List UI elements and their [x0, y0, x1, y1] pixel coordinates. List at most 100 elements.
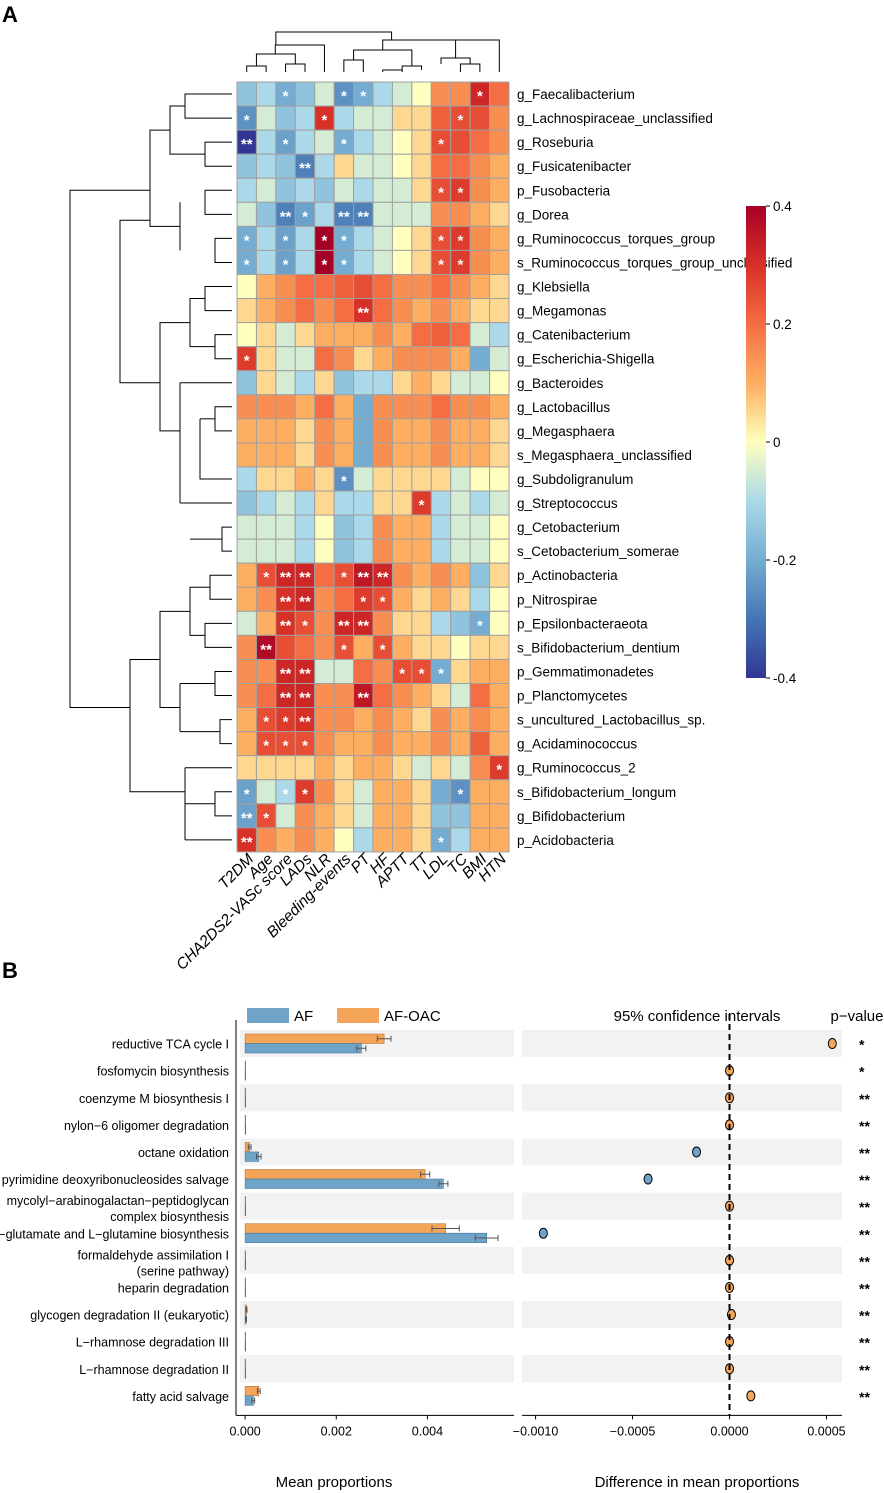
p-value-mark: **: [859, 1199, 870, 1215]
error-bar: [245, 1306, 248, 1313]
error-bar: [356, 1045, 367, 1052]
heatmap-cell: [333, 322, 355, 348]
dendrogram-branch: [255, 53, 296, 66]
row-label-p-acidobacteria: p_Acidobacteria: [517, 833, 614, 848]
heatmap-cell: [430, 634, 452, 660]
dendrogram-branch: [382, 69, 403, 72]
heatmap-cell: [430, 442, 452, 468]
heatmap-cell: [391, 322, 413, 348]
heatmap-cell: [275, 442, 296, 468]
heatmap-cell: [372, 658, 393, 685]
heatmap-cell: [469, 683, 491, 709]
error-bar: [245, 1316, 247, 1323]
heatmap-cell: [353, 370, 374, 396]
heatmap-cell: [353, 658, 374, 685]
bar-af: [244, 1043, 362, 1054]
heatmap-cell: [469, 346, 491, 372]
heatmap-cell: [275, 466, 296, 492]
heatmap-cell: [489, 827, 510, 853]
row-label-g-megasphaera: g_Megasphaera: [517, 424, 615, 439]
significance-mark: *: [244, 256, 250, 273]
row-label-g-lactobacillus: g_Lactobacillus: [517, 400, 610, 415]
heatmap-cell: [411, 129, 432, 155]
error-bar: [251, 1397, 256, 1404]
significance-mark: *: [341, 256, 347, 273]
heatmap-cell: [236, 634, 257, 660]
dendrogram-branch: [129, 658, 185, 793]
heatmap-cell: [391, 418, 413, 444]
heatmap-cell: [372, 466, 393, 492]
significance-mark: **: [338, 617, 350, 634]
heatmap-cell: [333, 803, 355, 829]
p-value-mark: *: [859, 1037, 865, 1053]
significance-mark: **: [280, 665, 292, 682]
heatmap-cell: [469, 707, 491, 733]
heatmap-cell: [411, 105, 432, 131]
significance-mark: *: [302, 786, 308, 803]
heatmap-cell: [391, 105, 413, 131]
dendrogram-branch: [159, 322, 190, 432]
row-label-g-dorea: g_Dorea: [517, 207, 569, 222]
pathway-label-fatty-acid-salvage: fatty acid salvage: [132, 1390, 229, 1404]
heatmap-cell: [469, 322, 491, 348]
heatmap-cell: [450, 707, 471, 733]
heatmap-cell: [372, 81, 393, 107]
heatmap-cell: [489, 249, 510, 275]
row-label-g-ruminococcus-2: g_Ruminococcus_2: [517, 761, 636, 776]
heatmap-cell: [372, 514, 393, 540]
heatmap-cell: [391, 562, 413, 588]
significance-mark: **: [241, 834, 253, 851]
bar-af: [244, 1260, 247, 1271]
heatmap-cell: [391, 779, 413, 805]
significance-mark: *: [244, 232, 250, 249]
heatmap-cell: [430, 105, 452, 131]
heatmap-cell: [353, 538, 374, 564]
heatmap-cell: [353, 634, 374, 660]
significance-mark: *: [322, 256, 328, 273]
significance-mark: *: [419, 497, 425, 514]
heatmap-cell: [294, 177, 316, 203]
bar-af-oac: [244, 1169, 426, 1180]
significance-mark: **: [357, 569, 369, 586]
bar-af-oac: [244, 1033, 385, 1044]
row-label-g-roseburia: g_Roseburia: [517, 135, 594, 150]
heatmap-cell: [314, 201, 335, 227]
heatmap-cell: [314, 81, 335, 107]
heatmap-cell: [430, 610, 452, 636]
bar-af-oac: [244, 1277, 247, 1288]
row-label-g-cetobacterium: g_Cetobacterium: [517, 520, 620, 535]
bar-af-oac: [244, 1115, 247, 1126]
heatmap-cell: [255, 249, 277, 275]
heatmap-cell: [236, 707, 257, 733]
heatmap-cell: [353, 490, 374, 516]
row-label-g-escherichia-shigella: g_Escherichia-Shigella: [517, 352, 655, 367]
pathway-label-coenzyme-m-biosynthesis-i: coenzyme M biosynthesis I: [79, 1092, 229, 1106]
heatmap-cell: [353, 803, 374, 829]
row-label-g-ruminococcus-torques-group: g_Ruminococcus_torques_group: [517, 231, 715, 246]
heatmap-cell: [450, 346, 471, 372]
heatmap-cell: [391, 442, 413, 468]
heatmap-cell: [489, 273, 510, 300]
significance-mark: *: [302, 617, 308, 634]
heatmap-cell: [314, 779, 335, 805]
heatmap-cell: [391, 273, 413, 300]
bar-af-oac: [244, 1386, 260, 1397]
heatmap-cell: [450, 634, 471, 660]
significance-mark: *: [419, 665, 425, 682]
heatmap-cell: [489, 586, 510, 612]
x-tick-label: 0.002: [321, 1424, 352, 1438]
bar-af: [244, 1070, 247, 1081]
heatmap-cell: [391, 394, 413, 420]
heatmap-cell: [430, 490, 452, 516]
heatmap-cell: [353, 827, 374, 853]
p-value-mark: **: [859, 1118, 870, 1134]
heatmap-cell: [353, 129, 374, 155]
dendrogram-branch: [275, 31, 393, 45]
heatmap-cell: [314, 803, 335, 829]
error-bar: [256, 1388, 261, 1395]
heatmap-cell: [469, 442, 491, 468]
heatmap-cell: [333, 177, 355, 203]
heatmap-cell: [372, 442, 393, 468]
significance-mark: **: [299, 569, 311, 586]
ci-x-tick-label: 0.0000: [710, 1424, 748, 1438]
